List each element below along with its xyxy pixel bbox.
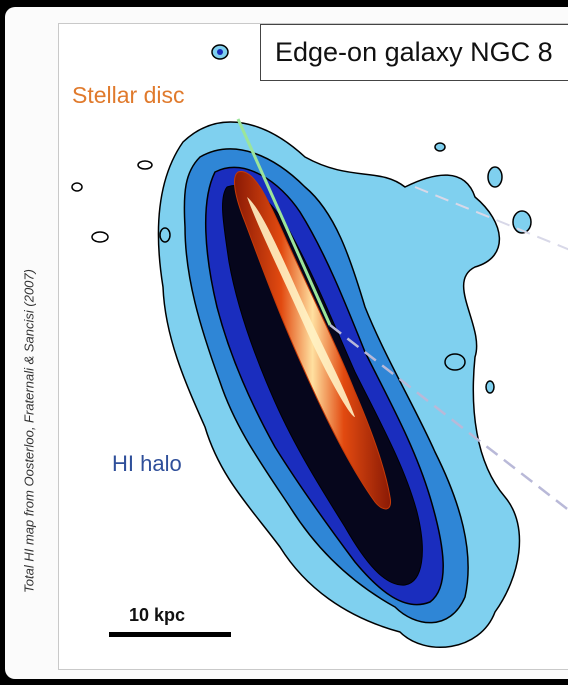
image-frame: Edge-on galaxy NGC 8 Stellar disc HI hal…	[5, 7, 568, 679]
galaxy-hi-map	[71, 44, 568, 649]
perpendicular-line	[414, 186, 568, 251]
scale-bar-label: 10 kpc	[129, 605, 186, 625]
perpendicular-line	[329, 324, 568, 512]
stellar-disc-core	[247, 197, 355, 417]
disc-axis-line	[236, 118, 332, 326]
figure-title: Edge-on galaxy NGC 8	[260, 24, 568, 81]
stellar-disc-label: Stellar disc	[72, 82, 185, 108]
cloudlet	[91, 231, 109, 243]
cloudlet	[485, 380, 495, 394]
cloudlet	[217, 49, 223, 55]
hi-halo-label: HI halo	[112, 451, 182, 476]
cloudlet	[512, 210, 532, 234]
cloudlet	[137, 160, 153, 170]
scale-bar	[109, 632, 231, 637]
image-credit: Total HI map from Oosterloo, Fraternali …	[21, 269, 37, 593]
cloudlet	[159, 227, 171, 243]
cloudlet	[71, 182, 83, 192]
cloudlet	[444, 353, 466, 371]
cloudlet	[434, 142, 446, 152]
cloudlet	[487, 166, 503, 188]
